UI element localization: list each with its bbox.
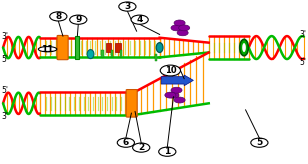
Text: 5': 5' — [2, 86, 9, 95]
Text: 5': 5' — [2, 55, 9, 63]
Text: 10: 10 — [164, 66, 176, 75]
Circle shape — [177, 30, 188, 36]
Text: 5': 5' — [299, 58, 306, 67]
Bar — [101, 50, 104, 57]
Bar — [75, 36, 79, 59]
Ellipse shape — [240, 39, 248, 56]
Ellipse shape — [156, 43, 163, 52]
Circle shape — [171, 25, 182, 31]
Circle shape — [133, 143, 150, 152]
FancyArrow shape — [161, 75, 193, 86]
Ellipse shape — [242, 43, 246, 52]
Bar — [155, 54, 157, 61]
Ellipse shape — [87, 50, 94, 59]
Bar — [111, 50, 113, 57]
Circle shape — [159, 147, 176, 156]
FancyBboxPatch shape — [126, 90, 137, 117]
Circle shape — [119, 2, 136, 11]
Text: 6: 6 — [123, 138, 129, 147]
Circle shape — [117, 138, 135, 147]
Bar — [106, 43, 111, 52]
Ellipse shape — [38, 47, 57, 52]
Text: 3': 3' — [2, 32, 9, 41]
Circle shape — [70, 15, 87, 24]
Text: 1: 1 — [164, 147, 170, 156]
Circle shape — [160, 65, 180, 76]
Text: 11: 11 — [41, 45, 54, 54]
Text: 4: 4 — [136, 15, 143, 24]
Circle shape — [179, 25, 190, 31]
Circle shape — [251, 138, 268, 147]
Circle shape — [174, 97, 185, 103]
Circle shape — [165, 92, 176, 98]
Circle shape — [131, 15, 148, 24]
Text: 9: 9 — [75, 15, 81, 24]
Circle shape — [168, 92, 179, 98]
Circle shape — [174, 20, 185, 26]
Bar — [120, 50, 122, 57]
FancyBboxPatch shape — [57, 35, 68, 60]
Bar — [115, 43, 121, 52]
Text: 3': 3' — [2, 112, 9, 121]
Circle shape — [171, 87, 182, 93]
Circle shape — [50, 12, 67, 21]
Text: 8: 8 — [55, 12, 62, 21]
Text: 2: 2 — [138, 143, 144, 152]
Text: 3: 3 — [124, 2, 131, 11]
Text: 5: 5 — [256, 138, 262, 147]
Text: 3': 3' — [299, 30, 306, 39]
